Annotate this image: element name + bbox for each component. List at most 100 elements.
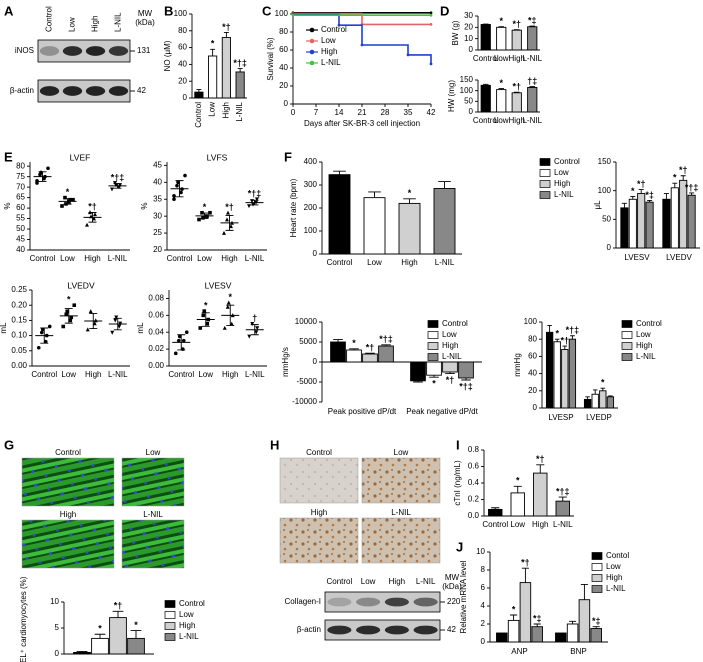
data-point [429,13,433,17]
panel-letter: C [262,3,272,18]
legend-label: Low [179,610,194,619]
blot-band [85,46,106,56]
legend-swatch [427,320,439,328]
y-tick-label: 25 [153,228,162,237]
y-tick-label: 10 [464,34,473,43]
data-point [222,325,227,330]
legend-swatch [621,331,633,339]
error-bar [250,199,259,206]
y-tick-label: 40 [16,245,25,254]
error-bar [226,304,235,326]
error-bar [521,567,529,583]
bar [496,632,508,643]
y-tick-label: 0.00 [148,361,164,370]
significance-mark: * [204,300,208,310]
significance-mark: * [499,16,503,26]
data-point [176,180,180,185]
y-tick-label: 0.8 [468,445,480,454]
y-axis-label: Heart rate (bpm) [289,178,298,237]
y-tick-label: 100 [174,9,188,18]
bar [583,398,592,409]
y-tick-label: 20 [153,245,162,254]
x-tick-label: High [85,370,101,379]
y-tick-label: 150 [460,75,474,84]
y-tick-label: 0.06 [148,310,164,319]
bar [221,37,231,99]
error-bar [562,345,568,350]
bar [442,361,458,373]
significance-mark: *‡ [645,190,654,200]
panel-letter: B [164,3,173,18]
bar [553,341,561,409]
bar [531,626,543,643]
y-tick-label: 55 [16,214,25,223]
significance-mark: *† [512,82,521,92]
bar [519,582,532,643]
legend-swatch [591,585,603,593]
error-bar [663,193,669,200]
mw-value: 42 [137,86,146,95]
error-bar [630,195,636,200]
error-bar [570,335,575,340]
data-point [43,339,48,344]
legend-marker [309,49,315,55]
bar [235,71,245,99]
x-tick-label: Control [473,54,499,63]
error-bar [225,215,234,231]
data-point [360,43,364,47]
significance-mark: * [203,202,207,212]
bar [458,361,474,379]
data-point [114,315,119,320]
y-axis-label: mmHg/s [281,347,290,377]
significance-mark: *† [536,454,545,464]
y-axis-label: μL [593,200,602,210]
x-tick-label: Low [60,254,75,263]
lane-label: L-NIL [114,12,123,32]
bar [527,87,538,113]
significance-mark: * [228,292,232,302]
y-tick-label: 100 [524,317,538,326]
x-tick-label: Control [482,520,508,529]
bar [398,202,421,255]
blot-band [384,625,409,635]
bar [330,341,346,363]
data-point [47,324,52,329]
significance-mark: *‡ [533,613,542,623]
data-point [65,309,70,314]
legend-swatch [164,622,176,630]
lane-label: High [91,16,100,32]
x-tick-label: High [221,102,230,118]
bar [545,331,554,409]
bar [637,193,646,249]
y-tick-label: 30 [153,211,162,220]
y-tick-label: 100 [275,9,289,18]
significance-mark: *†‡ [556,486,570,496]
chart-title: LVEF [70,152,91,162]
x-tick-label: L-NIL [108,254,128,263]
data-point [92,216,96,221]
error-bar [64,308,73,324]
y-tick-label: 0 [481,637,486,646]
bar [208,55,218,99]
bar [363,197,386,255]
data-point [429,23,433,26]
blot-band [327,625,352,635]
error-bar [638,189,644,194]
bar [496,89,507,113]
blot-band [327,597,352,607]
bar [606,396,615,409]
data-point [172,194,176,198]
significance-mark: * [67,295,71,305]
y-tick-label: 0.05 [11,346,27,355]
bar [480,24,491,51]
y-tick-label: 20 [279,81,288,90]
data-point [247,334,252,339]
error-bar [112,610,124,618]
x-tick-label: High [221,254,237,263]
x-tick-label: Control [167,254,193,263]
significance-mark: *†‡ [111,172,125,182]
error-bar [40,327,49,344]
x-tick-label: Control [30,254,56,263]
lane-label: Control [326,577,352,586]
x-tick-label: L-NIL [435,258,455,267]
